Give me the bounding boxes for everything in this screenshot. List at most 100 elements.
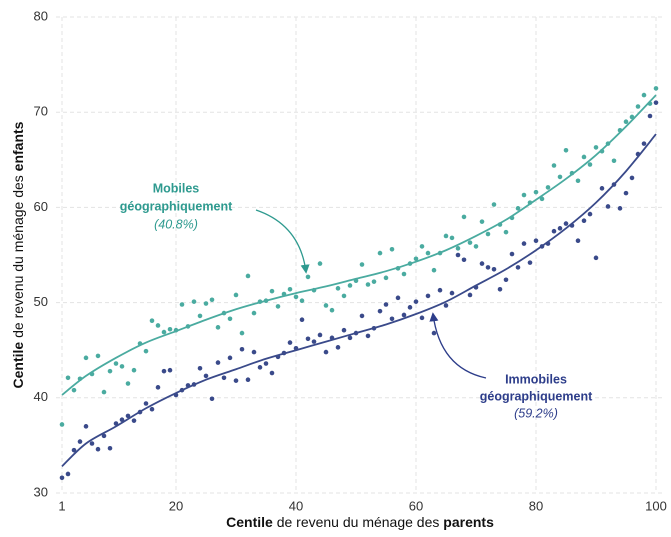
point [539, 244, 545, 249]
annotation-line: géographiquement [120, 199, 233, 213]
point [101, 433, 107, 439]
point [599, 186, 605, 191]
point [605, 204, 611, 209]
point [83, 355, 89, 361]
point [497, 222, 503, 227]
point [359, 262, 365, 267]
point [185, 324, 191, 329]
point [293, 294, 299, 300]
point [389, 316, 395, 322]
point [647, 101, 653, 106]
point [449, 235, 455, 241]
point [263, 298, 269, 303]
point [143, 348, 149, 354]
point [329, 335, 335, 341]
arrow [429, 312, 487, 379]
point [275, 354, 281, 360]
point [209, 297, 215, 303]
y-tick-label: 70 [34, 104, 48, 119]
point [101, 389, 107, 395]
point [413, 256, 419, 262]
label-part: parents [443, 514, 494, 530]
point [569, 223, 575, 228]
point [107, 445, 113, 451]
point [509, 215, 515, 221]
point [275, 304, 281, 309]
point [365, 282, 371, 287]
point [215, 325, 221, 330]
point [599, 148, 605, 154]
point [521, 241, 527, 246]
point [137, 341, 143, 346]
point [431, 267, 437, 273]
point [203, 301, 209, 306]
y-tick-label: 40 [34, 389, 48, 404]
point [65, 471, 71, 477]
point [281, 350, 287, 356]
point [395, 266, 401, 271]
point [293, 345, 299, 351]
point [371, 326, 377, 331]
point [263, 361, 269, 366]
point [161, 368, 167, 374]
point [629, 175, 635, 181]
label-part: de revenu du ménage des [10, 171, 26, 341]
point [491, 266, 497, 272]
annotation-line: Immobiles [505, 372, 567, 386]
point [377, 308, 383, 314]
point [77, 439, 83, 444]
point [491, 202, 497, 207]
point [239, 330, 245, 336]
point [455, 246, 461, 251]
point [167, 367, 173, 373]
point [509, 251, 515, 257]
point [653, 86, 659, 91]
y-tick-label: 60 [34, 199, 48, 214]
point [89, 371, 95, 377]
point [347, 335, 353, 341]
point [311, 339, 317, 344]
point [383, 275, 389, 281]
point [233, 378, 239, 383]
point [443, 303, 449, 308]
point [587, 162, 593, 167]
point [155, 385, 161, 390]
point [401, 271, 407, 277]
y-tick-label: 50 [34, 294, 48, 309]
point [173, 392, 179, 398]
point [149, 318, 155, 323]
point [95, 353, 101, 359]
point [497, 286, 503, 292]
point [407, 261, 413, 266]
point [533, 238, 539, 244]
point [455, 252, 461, 258]
point [359, 313, 365, 319]
point [431, 330, 437, 336]
point [335, 286, 341, 291]
point [623, 119, 629, 125]
annotation-line: géographiquement [480, 389, 593, 403]
point [377, 250, 383, 256]
point [557, 174, 563, 180]
point [617, 127, 623, 133]
point [521, 192, 527, 198]
point [269, 288, 275, 294]
point [305, 274, 311, 280]
point [407, 305, 413, 310]
label-part: Centile [10, 342, 26, 389]
point [557, 226, 563, 231]
point [395, 295, 401, 301]
point [179, 302, 185, 307]
point [251, 310, 257, 316]
point [77, 376, 83, 382]
point [419, 244, 425, 249]
point [155, 323, 161, 328]
annotation-line: (59.2%) [514, 406, 558, 420]
point [347, 283, 353, 288]
point [551, 228, 557, 234]
point [593, 255, 599, 261]
point [239, 346, 245, 352]
point [137, 409, 143, 415]
point [113, 421, 119, 426]
annotation: Immobiles géographiquement (59.2%) [480, 372, 593, 420]
